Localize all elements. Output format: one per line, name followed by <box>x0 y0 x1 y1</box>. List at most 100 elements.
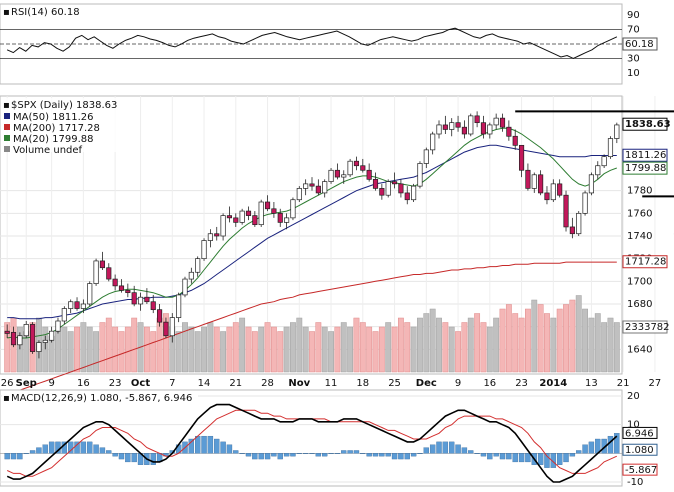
price-value-label: 1799.88 <box>625 163 666 174</box>
macd-hist-bar <box>385 453 391 457</box>
macd-hist-bar <box>87 441 93 454</box>
candle-body <box>544 192 550 201</box>
macd-tick-label: 20 <box>627 391 640 402</box>
volume-bar <box>93 331 99 373</box>
price-value-label: 1811.26 <box>625 150 666 161</box>
volume-bar <box>359 322 366 373</box>
volume-bar <box>499 308 506 373</box>
macd-hist-bar <box>461 447 468 454</box>
volume-bar <box>296 317 303 373</box>
main-panel: 16401660168017001720174017601780 1838.63… <box>0 95 674 396</box>
rsi-label-bg <box>2 5 92 18</box>
macd-hist-bar <box>4 453 10 460</box>
date-label: 26 <box>1 378 14 389</box>
volume-bar <box>448 326 455 373</box>
price-tick-label: 1740 <box>627 231 652 242</box>
price-value-label: 1838.63 <box>625 119 671 130</box>
candle-body <box>245 210 252 216</box>
symbol-legend-icon: ▪ <box>3 100 10 111</box>
macd-ticks: 20 10 -10 <box>627 391 643 488</box>
legend-swatch <box>4 135 10 141</box>
macd-hist-bar <box>607 435 614 454</box>
macd-value-box <box>622 426 658 439</box>
legend-label: MA(200) 1717.28 <box>13 123 100 134</box>
macd-hist-bar <box>106 450 112 454</box>
volume-bar <box>42 326 49 373</box>
volume-bar <box>74 326 80 373</box>
candle-body <box>538 174 544 194</box>
volume-bar <box>607 317 614 373</box>
date-label: 16 <box>483 378 496 389</box>
volume-bar <box>61 326 68 373</box>
macd-hist-bar <box>563 453 569 463</box>
macd-hist-bar <box>118 453 125 460</box>
date-label: Sep <box>16 378 37 389</box>
macd-hist-bar <box>233 450 239 454</box>
candle-body <box>436 124 442 135</box>
ma200-series <box>7 261 617 396</box>
candle-body <box>512 135 518 146</box>
candle-body <box>404 192 410 201</box>
volume-bar <box>480 322 487 373</box>
volume-bar <box>550 317 557 373</box>
legend-label: MA(50) 1811.26 <box>13 112 94 123</box>
macd-hist-bar <box>493 453 499 457</box>
candle-body <box>157 309 163 323</box>
volume-bar <box>264 322 271 373</box>
macd-hist-bar <box>398 453 404 460</box>
macd-legend-icon: ▪ <box>3 393 10 404</box>
candle-body <box>195 258 201 273</box>
candle-body <box>80 303 86 309</box>
volume-bar <box>531 299 538 373</box>
price-tick-label: 1700 <box>627 276 652 287</box>
volume-bar <box>410 326 417 373</box>
macd-hist-bar <box>245 453 252 457</box>
volume-bars <box>4 295 620 373</box>
candle-body <box>271 208 277 214</box>
candle-body <box>322 181 328 194</box>
volume-bar <box>385 322 392 373</box>
legend-label: Volume undef <box>13 145 83 156</box>
x-axis-labels: 26 Sep 9 16 23 Oct 7 14 21 28 Nov 11 18 25 Dec 9 16 23 201… <box>1 378 661 389</box>
candle-body <box>442 124 448 130</box>
price-tick-label: 1680 <box>627 299 652 310</box>
volume-bar <box>404 322 411 373</box>
macd-hist-bar <box>588 441 595 454</box>
macd-hist-bar <box>423 447 429 454</box>
macd-hist-bar <box>487 453 493 460</box>
volume-bar <box>613 322 620 373</box>
candle-body <box>372 178 379 189</box>
candle-body <box>557 183 563 196</box>
rsi-tick-label: 90 <box>627 10 640 21</box>
macd-hist-bar <box>322 453 328 457</box>
date-label: 21 <box>229 378 242 389</box>
rsi-series <box>6 27 618 59</box>
candle-body <box>296 188 302 201</box>
macd-line <box>6 403 618 483</box>
candle-body <box>131 292 137 305</box>
volume-bar <box>283 326 290 373</box>
date-label: 14 <box>198 378 211 389</box>
macd-hist-bar <box>360 453 366 454</box>
volume-bar <box>340 322 347 373</box>
price-value-box <box>622 117 668 131</box>
date-label: Nov <box>288 378 310 389</box>
rsi-tick-label: 30 <box>627 53 640 64</box>
macd-hist-bar <box>23 453 29 454</box>
macd-value-box <box>622 443 658 456</box>
volume-bar <box>16 326 23 373</box>
volume-bar <box>556 308 563 373</box>
volume-bar <box>512 313 519 373</box>
date-label: 9 <box>48 378 54 389</box>
support-resistance-lines <box>515 110 674 235</box>
macd-hist-bar <box>150 453 156 465</box>
rsi-panel: 9070503010 ▪ RSI(14) 60.18 60.18 <box>0 3 658 85</box>
macd-hist-bar <box>480 453 487 457</box>
macd-panel: 20 10 -10 ▪ MACD(12,26,9) 1.080, -5.867, 6… <box>0 389 658 488</box>
candle-body <box>385 181 391 196</box>
macd-hist-bar <box>556 453 563 465</box>
price-value-label: 1717.28 <box>625 257 666 268</box>
volume-bar <box>290 322 296 373</box>
candle-body <box>239 210 245 223</box>
